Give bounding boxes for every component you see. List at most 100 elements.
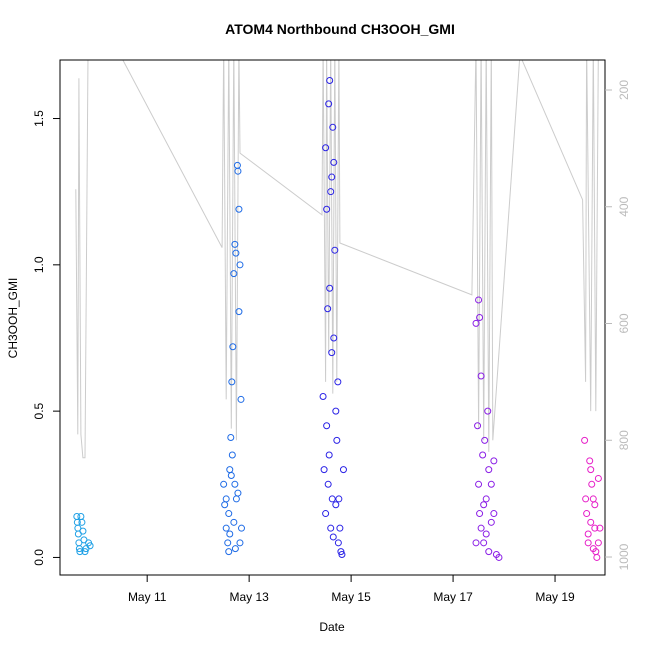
data-point: [328, 173, 336, 181]
data-point: [228, 378, 236, 386]
data-point: [222, 524, 230, 532]
data-point: [476, 510, 484, 518]
data-point: [485, 548, 493, 556]
data-point: [587, 466, 595, 474]
data-point: [323, 422, 331, 430]
data-point: [593, 553, 601, 561]
data-point: [329, 533, 337, 541]
data-point: [327, 188, 335, 196]
data-point: [477, 372, 485, 380]
y-tick-label: 1.5: [32, 110, 46, 127]
data-point: [477, 524, 485, 532]
x-tick-label: May 15: [331, 590, 371, 604]
data-point: [480, 539, 488, 547]
data-point: [334, 378, 342, 386]
data-point: [476, 314, 484, 321]
data-point: [482, 530, 490, 538]
data-point: [81, 548, 89, 556]
data-point: [584, 539, 592, 547]
data-point: [337, 548, 345, 556]
data-point: [481, 436, 489, 444]
data-point: [594, 539, 602, 547]
data-point: [230, 518, 238, 526]
data-point: [591, 501, 599, 509]
data-point: [487, 518, 495, 526]
data-point: [335, 495, 343, 503]
data-point: [328, 495, 336, 503]
data-point: [324, 480, 332, 488]
data-point: [339, 466, 347, 474]
data-point: [323, 205, 331, 213]
data-point: [86, 542, 94, 550]
data-point: [338, 551, 346, 559]
y2-tick-label: 200: [617, 80, 631, 100]
y-tick-label: 0.0: [32, 549, 46, 566]
data-point: [237, 524, 245, 532]
data-point: [230, 270, 238, 278]
y-tick-label: 0.5: [32, 402, 46, 419]
data-point: [490, 457, 498, 465]
data-point: [232, 249, 240, 257]
y2-tick-label: 1000: [617, 543, 631, 570]
plot-area: [73, 60, 604, 561]
data-point: [490, 510, 498, 518]
data-point: [234, 167, 242, 175]
data-point: [327, 524, 335, 532]
plot-frame: [59, 59, 606, 576]
chart-title: ATOM4 Northbound CH3OOH_GMI: [225, 21, 455, 37]
y-axis-label: CH3OOH_GMI: [6, 278, 20, 359]
data-point: [231, 545, 239, 553]
data-point: [235, 205, 243, 213]
data-point: [231, 240, 239, 248]
data-point: [480, 501, 488, 509]
data-point: [329, 123, 337, 131]
data-point: [236, 261, 244, 269]
data-point: [332, 407, 340, 415]
data-point: [225, 510, 233, 518]
data-point: [472, 319, 480, 327]
y2-tick-label: 400: [617, 196, 631, 216]
data-point: [325, 451, 333, 459]
data-point: [583, 510, 591, 518]
data-point: [475, 480, 483, 488]
data-point: [319, 393, 327, 401]
data-point: [227, 472, 235, 480]
data-point: [231, 480, 239, 488]
data-point: [237, 395, 245, 403]
data-point: [78, 518, 86, 526]
data-point: [331, 246, 339, 254]
data-point: [495, 553, 503, 561]
data-point: [326, 284, 334, 292]
data-point: [334, 539, 342, 547]
data-point: [79, 527, 87, 535]
data-point: [325, 100, 333, 108]
data-point: [594, 474, 602, 482]
x-tick-label: May 13: [229, 590, 269, 604]
data-point: [226, 530, 234, 538]
data-point: [482, 495, 490, 503]
data-point: [479, 451, 487, 459]
data-point: [76, 548, 84, 556]
data-point: [326, 76, 334, 84]
data-point: [333, 436, 341, 444]
data-point: [324, 305, 332, 313]
data-point: [474, 422, 482, 430]
pressure-line: [75, 60, 599, 459]
y-tick-label: 1.0: [32, 256, 46, 273]
data-point: [487, 480, 495, 488]
data-point: [228, 451, 236, 459]
data-point: [322, 510, 330, 518]
y2-tick-label: 800: [617, 430, 631, 450]
data-point: [75, 545, 83, 553]
data-point: [222, 495, 230, 503]
data-point: [220, 480, 228, 488]
data-point: [586, 457, 594, 465]
data-point: [330, 334, 338, 342]
data-point: [588, 480, 596, 488]
data-point: [229, 343, 237, 351]
data-point: [475, 296, 483, 304]
data-point: [328, 349, 336, 357]
data-point: [591, 524, 599, 532]
data-point: [227, 433, 235, 441]
data-point: [332, 501, 340, 509]
